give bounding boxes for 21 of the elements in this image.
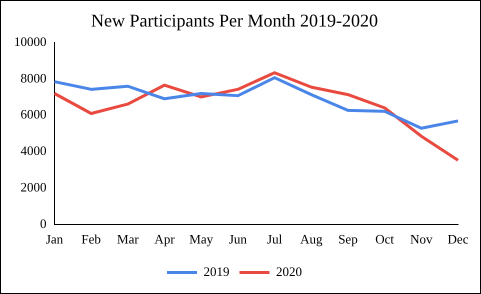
- x-tick-label: Oct: [375, 232, 394, 247]
- x-tick-label: Jun: [228, 232, 248, 247]
- x-tick-label: Jul: [267, 232, 283, 247]
- y-tick-label: 8000: [20, 70, 46, 86]
- x-tick-label: May: [189, 232, 214, 247]
- x-tick-label: Sep: [338, 232, 358, 247]
- x-tick-label: Jan: [46, 232, 64, 247]
- legend-label: 2020: [276, 264, 302, 279]
- y-tick-label: 0: [40, 216, 46, 231]
- x-tick-label: Nov: [410, 232, 434, 247]
- y-tick-label: 4000: [20, 143, 46, 158]
- x-tick-label: Apr: [154, 232, 176, 247]
- x-tick-label: Dec: [448, 232, 469, 247]
- y-tick-label: 2000: [20, 179, 46, 194]
- legend-label: 2019: [204, 264, 230, 279]
- x-tick-label: Feb: [81, 232, 101, 247]
- chart-title: New Participants Per Month 2019-2020: [91, 10, 378, 31]
- x-tick-label: Mar: [117, 232, 140, 247]
- x-tick-label: Aug: [300, 232, 323, 247]
- y-tick-label: 10000: [14, 34, 46, 50]
- y-tick-label: 6000: [20, 106, 46, 122]
